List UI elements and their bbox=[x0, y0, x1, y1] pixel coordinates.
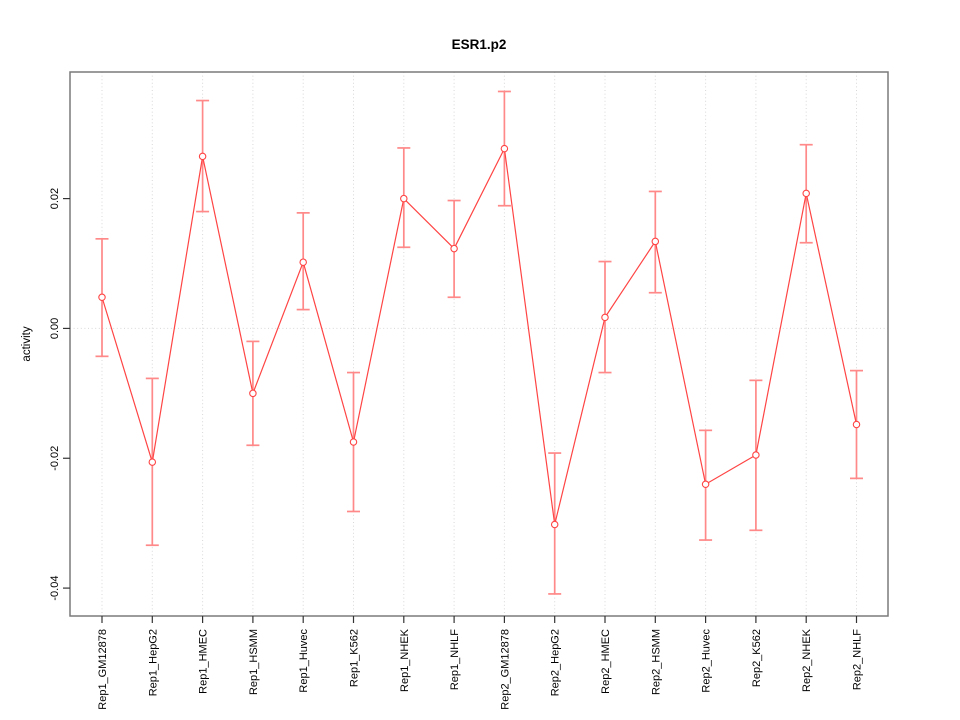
data-point-marker bbox=[752, 451, 760, 459]
data-point-marker bbox=[852, 420, 861, 429]
y-axis-title: activity bbox=[21, 326, 33, 361]
data-point-marker bbox=[249, 389, 257, 398]
data-point-marker bbox=[148, 458, 157, 466]
grid-layer bbox=[70, 72, 888, 616]
x-axis-label: Rep2_K562 bbox=[751, 629, 763, 687]
data-point-marker bbox=[299, 258, 307, 266]
data-point-marker bbox=[500, 144, 509, 153]
data-point-marker bbox=[98, 293, 106, 302]
x-axis-label: Rep1_NHLF bbox=[449, 629, 461, 690]
data-point-marker bbox=[651, 237, 660, 246]
data-point-marker bbox=[550, 520, 559, 529]
axes-layer: Rep1_GM12878 Rep1_HepG2 Rep1_HMEC Rep1_HSMM… bbox=[49, 188, 864, 710]
data-point-marker bbox=[701, 480, 710, 488]
x-axis-label: Rep2_HepG2 bbox=[550, 629, 562, 696]
x-axis-label: Rep1_GM12878 bbox=[97, 629, 109, 710]
chart-title: ESR1.p2 bbox=[452, 37, 507, 52]
y-axis-label: -0.02 bbox=[49, 446, 61, 471]
x-axis-label: Rep1_HSMM bbox=[248, 629, 260, 695]
y-axis-label: 0.00 bbox=[49, 318, 61, 339]
x-axis-label: Rep1_HepG2 bbox=[147, 629, 159, 696]
x-axis-label: Rep2_HMEC bbox=[600, 629, 612, 694]
x-axis-label: Rep1_K562 bbox=[349, 629, 361, 687]
x-axis-label: Rep2_Huvec bbox=[701, 629, 713, 693]
plot-border bbox=[69, 71, 889, 617]
x-axis-label: Rep2_GM12878 bbox=[499, 629, 511, 710]
series-layer bbox=[95, 90, 863, 595]
data-line bbox=[101, 146, 858, 525]
y-axis-label: -0.04 bbox=[49, 576, 61, 601]
y-axis-label: 0.02 bbox=[49, 188, 61, 209]
data-point-marker bbox=[802, 189, 810, 198]
data-point-marker bbox=[198, 152, 207, 161]
data-point-marker bbox=[450, 244, 458, 253]
data-point-marker bbox=[349, 438, 358, 446]
x-axis-label: Rep1_HMEC bbox=[198, 629, 210, 694]
data-point-marker bbox=[601, 313, 609, 322]
x-axis-label: Rep1_NHEK bbox=[399, 628, 411, 692]
x-axis-label: Rep2_HSMM bbox=[650, 629, 662, 695]
x-axis-label: Rep2_NHLF bbox=[852, 629, 864, 690]
x-axis-label: Rep2_NHEK bbox=[801, 628, 813, 692]
x-axis-label: Rep1_Huvec bbox=[298, 629, 310, 693]
data-point-marker bbox=[400, 194, 408, 203]
